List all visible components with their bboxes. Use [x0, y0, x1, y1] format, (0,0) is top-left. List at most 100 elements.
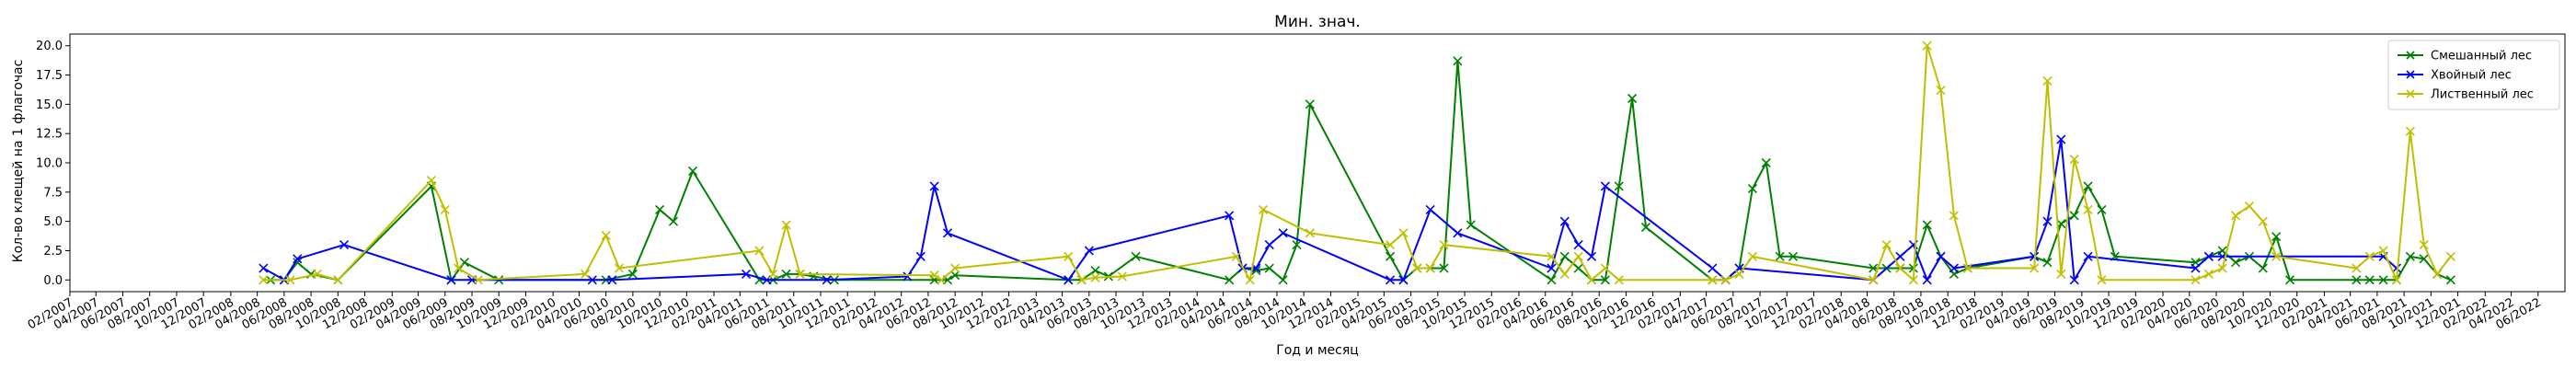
data-point — [446, 275, 456, 285]
data-point — [942, 228, 953, 238]
data-point — [1117, 271, 1127, 282]
data-point — [2271, 251, 2282, 261]
data-point — [2042, 75, 2053, 86]
data-point — [2378, 246, 2388, 256]
data-point — [614, 263, 625, 273]
data-point — [1258, 204, 1269, 214]
data-point — [1775, 251, 1785, 261]
data-point — [1453, 228, 1463, 238]
legend-frame — [2387, 40, 2560, 110]
data-point — [2419, 254, 2429, 264]
data-point — [2203, 251, 2214, 261]
data-point — [1547, 251, 1557, 261]
data-point — [1614, 275, 1624, 285]
data-point — [1788, 251, 1799, 261]
data-point — [1573, 263, 1583, 273]
data-point — [293, 254, 303, 264]
data-point — [1466, 220, 1476, 230]
data-point — [1292, 240, 1302, 250]
data-point — [1747, 251, 1757, 261]
data-point — [1640, 222, 1651, 233]
data-point — [312, 269, 322, 279]
data-point — [668, 216, 679, 226]
data-point — [627, 269, 638, 279]
legend-entry: Смешанный лес — [2398, 50, 2532, 63]
data-point — [1895, 251, 1905, 261]
data-point — [1305, 228, 1315, 238]
data-point — [473, 275, 483, 285]
series-line — [263, 44, 2452, 282]
data-point — [293, 258, 303, 268]
data-point — [2405, 126, 2415, 136]
data-point — [1586, 275, 1597, 285]
data-point — [1600, 263, 1610, 273]
data-point — [1922, 275, 1932, 285]
data-point — [1949, 263, 1959, 273]
data-point — [587, 275, 597, 285]
legend-marker — [2406, 70, 2415, 79]
data-point — [1936, 86, 1946, 96]
data-point — [2244, 201, 2254, 212]
data-point — [1881, 240, 1892, 250]
data-point — [1573, 251, 1583, 261]
data-point — [741, 269, 752, 279]
data-point — [1225, 275, 1235, 285]
data-point — [1398, 275, 1409, 285]
data-point — [929, 181, 939, 191]
data-point — [903, 271, 913, 282]
data-point — [2352, 263, 2362, 273]
data-point — [1385, 240, 1396, 250]
y-tick-label: 15.0 — [36, 98, 63, 112]
data-point — [607, 275, 617, 285]
y-tick-label: 5.0 — [43, 215, 63, 229]
data-point — [333, 275, 343, 285]
data-point — [2056, 269, 2066, 279]
data-point — [1614, 181, 1624, 191]
data-point — [2445, 275, 2455, 285]
series-3 — [259, 40, 2455, 285]
y-tick-label: 10.0 — [36, 157, 63, 171]
data-point — [1547, 275, 1557, 285]
data-point — [1559, 269, 1570, 279]
data-point — [2083, 204, 2093, 214]
y-tick-label: 17.5 — [36, 69, 63, 83]
data-point — [285, 275, 295, 285]
data-point — [1949, 211, 1959, 221]
data-point — [1225, 211, 1235, 221]
data-point — [2445, 251, 2455, 261]
y-tick-label: 7.5 — [43, 186, 63, 200]
data-point — [2258, 216, 2268, 226]
data-point — [1586, 251, 1597, 261]
data-point — [1747, 183, 1757, 194]
data-point — [2391, 275, 2402, 285]
data-point — [915, 251, 926, 261]
data-point — [1064, 251, 1074, 261]
data-point — [1559, 216, 1570, 226]
data-point — [2056, 134, 2066, 144]
data-point — [1708, 275, 1718, 285]
data-point — [2042, 258, 2053, 268]
data-point — [1278, 275, 1288, 285]
y-tick-label: 0.0 — [43, 274, 63, 288]
data-point — [2083, 251, 2093, 261]
data-point — [1064, 275, 1074, 285]
data-point — [1573, 240, 1583, 250]
series-line — [262, 138, 2398, 282]
data-point — [1869, 275, 1879, 285]
data-point — [1439, 240, 1449, 250]
legend-label: Лиственный лес — [2431, 88, 2534, 102]
data-point — [339, 240, 350, 250]
data-point — [1278, 228, 1288, 238]
legend-label: Хвойный лес — [2431, 69, 2512, 83]
legend-marker — [2406, 51, 2415, 60]
legend-entry: Хвойный лес — [2398, 69, 2512, 83]
data-point — [781, 220, 791, 230]
data-point — [2419, 240, 2429, 250]
y-tick-label: 12.5 — [36, 128, 63, 142]
data-point — [1600, 275, 1610, 285]
data-point — [2391, 263, 2402, 273]
data-point — [1131, 251, 1141, 261]
data-point — [1895, 263, 1905, 273]
data-point — [1908, 275, 1918, 285]
